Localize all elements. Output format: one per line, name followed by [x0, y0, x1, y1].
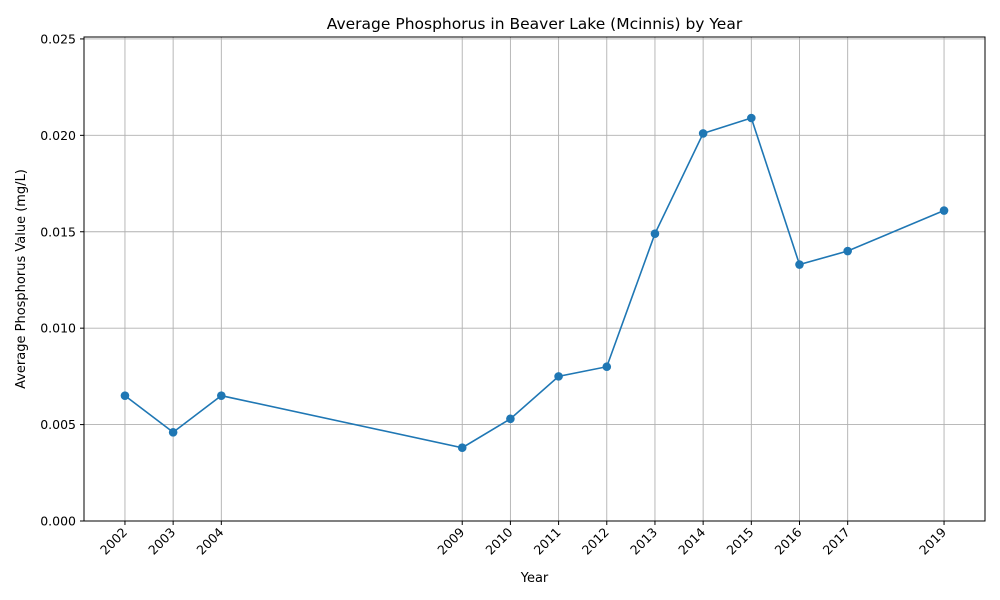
x-tick-label: 2019: [916, 524, 949, 557]
x-tick-label: 2014: [675, 524, 708, 557]
data-point: [795, 260, 804, 269]
data-point: [120, 391, 130, 400]
data-point: [939, 206, 949, 215]
x-tick-label: 2015: [723, 525, 756, 558]
data-point: [698, 129, 708, 138]
x-tick-label: 2002: [97, 525, 130, 558]
data-point: [457, 443, 467, 453]
x-axis-label: Year: [520, 571, 549, 586]
x-tick-label: 2012: [579, 525, 612, 558]
x-tick-label: 2009: [434, 524, 467, 557]
data-point: [602, 362, 612, 372]
y-tick-label: 0.020: [40, 128, 76, 143]
data-point: [747, 113, 756, 123]
data-point: [650, 229, 660, 238]
x-tick-label: 2017: [820, 525, 853, 558]
plot-frame: [83, 36, 986, 522]
data-point: [843, 246, 852, 256]
y-tick-label: 0.010: [40, 321, 76, 336]
x-tick-label: 2003: [145, 525, 178, 558]
x-tick-label: 2011: [531, 525, 564, 558]
data-point: [168, 427, 178, 437]
y-tick-label: 0.015: [40, 224, 76, 239]
data-point: [217, 391, 226, 400]
data-series: [120, 113, 949, 453]
series-line: [124, 116, 945, 449]
y-tick-label: 0.000: [40, 514, 76, 529]
y-tick-label: 0.025: [40, 31, 76, 46]
data-point: [506, 414, 515, 424]
x-tick-label: 2013: [627, 525, 660, 558]
y-ticks: 0.000 0.005 0.010 0.015 0.020 0.025: [40, 31, 84, 529]
grid: [84, 37, 985, 522]
y-tick-label: 0.005: [40, 417, 76, 432]
x-tick-label: 2010: [482, 524, 515, 557]
axes: [83, 36, 986, 522]
x-tick-label: 2004: [193, 524, 226, 557]
data-point: [554, 372, 563, 381]
x-ticks: 2002 2003 2004 2009 2010 2011 2012 2013 2014 2015…: [97, 521, 949, 558]
y-axis-label: Average Phosphorus Value (mg/L): [14, 169, 29, 389]
x-tick-label: 2016: [772, 524, 805, 557]
chart-title: Average Phosphorus in Beaver Lake (Mcinn…: [327, 15, 743, 33]
